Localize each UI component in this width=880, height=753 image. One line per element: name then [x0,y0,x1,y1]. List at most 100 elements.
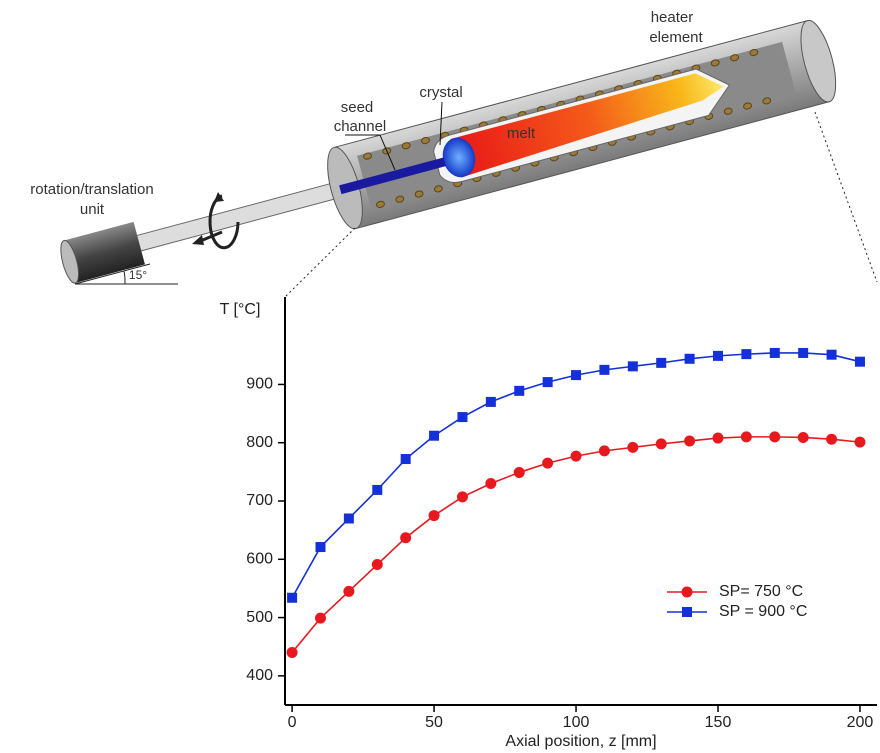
data-point [655,438,667,450]
data-point [826,349,837,360]
data-point [314,612,326,624]
seed-pointer [379,134,396,171]
data-point [627,441,639,453]
x-tick-label: 150 [705,714,732,731]
data-point [457,412,468,423]
data-point [712,432,724,444]
x-tick-label: 200 [847,714,874,731]
coil [762,97,772,105]
melt-region [450,73,724,178]
legend-label: SP = 900 °C [719,603,807,620]
data-point [598,445,610,457]
x-axis-label: Axial position, z [mm] [505,733,656,750]
data-point [456,491,468,503]
data-point [627,361,638,372]
coil [743,102,752,110]
coil [433,185,443,193]
data-point [797,431,809,443]
y-tick-label: 500 [246,609,273,626]
angle-arc [123,270,126,285]
data-point [286,647,298,659]
zoom-line [814,111,878,283]
data-point [684,353,695,364]
data-point [570,450,582,462]
zoom-line [284,227,356,298]
y-tick-label: 600 [246,551,273,568]
diagram-label: heater [651,9,694,26]
apparatus [60,19,837,284]
coil [363,152,372,160]
coil [710,59,720,67]
coil [749,48,759,57]
coil [723,107,733,115]
y-axis-label: T [°C] [220,301,261,318]
data-point [656,357,667,368]
diagram-label: channel [334,118,387,135]
coil [395,195,405,203]
diagram-label: melt [507,125,536,142]
data-point [514,385,525,396]
data-point [741,349,752,360]
rod [134,177,358,252]
data-point [769,431,781,443]
motor [64,221,145,284]
data-point [712,350,723,361]
coil [376,200,385,208]
data-point [740,431,752,443]
y-tick-label: 800 [246,434,273,451]
diagram-label: seed [341,99,374,116]
rotation-arrowhead [214,192,224,202]
diagram-label: element [649,29,703,46]
x-tick-label: 0 [288,714,297,731]
motor-end [60,239,80,284]
data-point [684,435,696,447]
diagram-label: unit [80,201,105,218]
y-tick-label: 900 [246,376,273,393]
diagram-label: crystal [419,84,462,101]
data-point [542,457,554,469]
data-point [371,559,383,571]
data-point [571,370,582,381]
data-point [485,396,496,407]
data-point [343,513,354,524]
y-tick-label: 700 [246,492,273,509]
diagram-label: rotation/translation [30,181,153,198]
angle-leg [74,263,151,285]
translation-arrowhead [192,235,204,245]
data-point [287,592,298,603]
data-point [428,510,440,522]
data-point [599,364,610,375]
data-point [798,347,809,358]
x-tick-label: 100 [563,714,590,731]
rotation-arrow [208,194,240,250]
data-point [769,347,780,358]
coil [414,190,424,198]
data-point [854,436,866,448]
data-point [513,466,525,478]
seed-channel [339,157,446,195]
data-point [343,585,355,597]
y-tick-label: 400 [246,667,273,684]
data-point [400,454,411,465]
legend-marker [681,586,693,598]
coil [421,136,430,145]
data-point [542,377,553,388]
data-point [429,430,440,441]
data-point [400,532,412,544]
data-point [826,433,838,445]
data-point [854,356,865,367]
data-point [315,542,326,553]
legend-label: SP= 750 °C [719,583,803,600]
coil [401,142,411,150]
crystal-pointer [439,101,443,146]
crystal-region [442,137,476,178]
tube-right-end [800,19,837,103]
data-point [372,484,383,495]
coil [730,54,740,62]
data-point [485,478,497,490]
legend-marker [682,607,692,617]
plot: 400 500 600 700 800 900 0 50 100 150 200 SP= 750 °C… [246,297,877,731]
x-tick-label: 50 [425,714,443,731]
angle-label: 15° [129,268,147,282]
